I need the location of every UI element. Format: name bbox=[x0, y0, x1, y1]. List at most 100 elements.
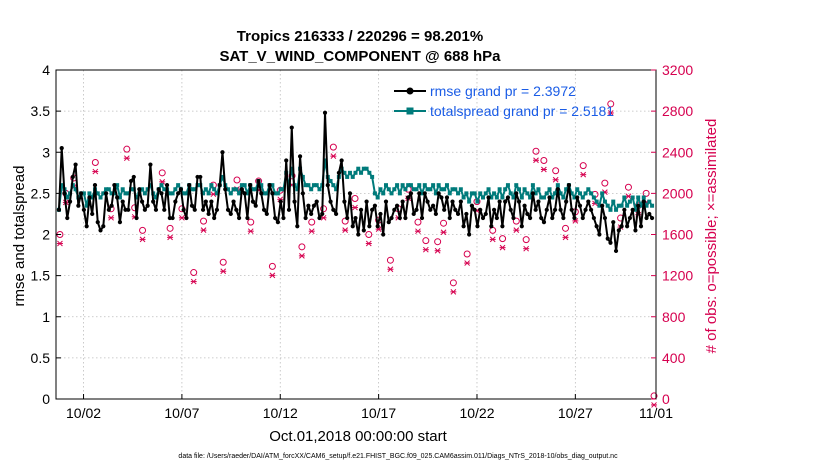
rmse-point bbox=[411, 211, 416, 217]
rmse-point bbox=[503, 199, 508, 204]
obs-possible-point bbox=[386, 256, 394, 264]
y2-tick-label: 800 bbox=[662, 309, 686, 325]
y-tick-label: 4 bbox=[42, 62, 50, 78]
rmse-point bbox=[248, 183, 253, 188]
rmse-point bbox=[547, 195, 552, 200]
spread-point bbox=[370, 174, 375, 179]
rmse-point bbox=[555, 187, 560, 192]
rmse-point bbox=[414, 207, 419, 212]
rmse-point bbox=[431, 203, 436, 208]
rmse-point bbox=[101, 224, 106, 229]
obs-assimilated-point bbox=[123, 155, 130, 162]
rmse-point bbox=[322, 110, 328, 115]
spread-point bbox=[608, 207, 613, 212]
spread-point bbox=[539, 195, 544, 200]
spread-point bbox=[442, 187, 447, 192]
rmse-point bbox=[641, 199, 646, 204]
spread-point bbox=[234, 187, 239, 192]
rmse-point bbox=[289, 125, 294, 130]
rmse-point bbox=[392, 207, 397, 212]
rmse-point bbox=[649, 215, 655, 221]
obs-possible-point bbox=[463, 250, 471, 258]
spread-point bbox=[561, 195, 566, 200]
spread-point bbox=[148, 183, 153, 188]
rmse-point bbox=[228, 211, 233, 217]
rmse-point bbox=[566, 183, 572, 188]
rmse-point bbox=[217, 183, 222, 188]
obs-assimilated-point bbox=[178, 214, 185, 221]
spread-point bbox=[159, 183, 164, 188]
rmse-point bbox=[511, 215, 516, 221]
spread-point bbox=[289, 166, 294, 171]
spread-point bbox=[522, 187, 527, 192]
rmse-point bbox=[422, 191, 427, 196]
rmse-point bbox=[467, 232, 472, 237]
spread-point bbox=[433, 191, 438, 196]
rmse-point bbox=[378, 211, 383, 217]
spread-point bbox=[109, 191, 114, 196]
spread-point bbox=[270, 183, 275, 188]
rmse-point bbox=[70, 174, 75, 180]
x-tick-label: 11/01 bbox=[639, 405, 673, 421]
footer-data-file: data file: /Users/raeder/DAI/ATM_forcXX/… bbox=[178, 453, 618, 460]
rmse-point bbox=[406, 195, 411, 200]
obs-possible-point bbox=[247, 218, 255, 226]
obs-assimilated-point bbox=[540, 166, 547, 173]
rmse-point bbox=[367, 224, 372, 229]
spread-point bbox=[59, 183, 64, 188]
spread-point bbox=[226, 187, 231, 192]
spread-point bbox=[572, 195, 577, 200]
obs-assimilated-point bbox=[434, 247, 441, 254]
spread-point bbox=[140, 187, 145, 192]
legend-spread-marker bbox=[406, 107, 414, 115]
rmse-point bbox=[284, 158, 289, 163]
rmse-point bbox=[145, 203, 150, 208]
rmse-point bbox=[81, 207, 86, 212]
rmse-point bbox=[564, 199, 569, 204]
grid bbox=[56, 70, 656, 399]
spread-point bbox=[153, 195, 158, 200]
spread-point bbox=[614, 207, 619, 212]
chart-subtitle: SAT_V_WIND_COMPONENT @ 688 hPa bbox=[219, 48, 501, 65]
spread-point bbox=[300, 174, 305, 179]
rmse-point bbox=[300, 191, 305, 196]
spread-point bbox=[469, 191, 474, 196]
rmse-point bbox=[286, 207, 292, 212]
spread-point bbox=[323, 158, 328, 163]
y2-tick-label: 2000 bbox=[662, 185, 693, 201]
spread-point bbox=[403, 187, 408, 192]
rmse-point bbox=[508, 207, 513, 212]
spread-point bbox=[425, 187, 430, 192]
spread-point bbox=[611, 199, 616, 204]
rmse-point bbox=[223, 187, 228, 192]
spread-point bbox=[106, 187, 111, 192]
spread-point bbox=[464, 191, 469, 196]
spread-point bbox=[630, 195, 635, 200]
spread-point bbox=[295, 187, 300, 192]
spread-point bbox=[461, 195, 466, 200]
legend-rmse-marker bbox=[406, 87, 414, 95]
spread-point bbox=[586, 187, 591, 192]
spread-point bbox=[408, 183, 413, 188]
rmse-point bbox=[616, 228, 621, 233]
legend-spread-label: totalspread grand pr = 2.5181 bbox=[430, 103, 614, 119]
obs-assimilated-point bbox=[308, 228, 315, 235]
rmse-point bbox=[600, 203, 605, 208]
x-tick-label: 10/17 bbox=[361, 405, 396, 421]
spread-point bbox=[505, 183, 510, 188]
rmse-point bbox=[541, 220, 547, 225]
rmse-point bbox=[270, 191, 275, 196]
x-axis-label: Oct.01,2018 00:00:00 start bbox=[269, 428, 447, 445]
obs-possible-point bbox=[139, 226, 147, 234]
spread-point bbox=[400, 183, 405, 188]
rmse-point bbox=[442, 207, 447, 212]
rmse-point bbox=[602, 215, 608, 221]
spread-point bbox=[444, 183, 449, 188]
rmse-point bbox=[259, 191, 264, 196]
rmse-point bbox=[583, 207, 588, 212]
spread-point bbox=[594, 199, 599, 204]
rmse-point bbox=[558, 207, 563, 212]
spread-point bbox=[311, 183, 316, 188]
spread-point bbox=[170, 191, 175, 196]
y-tick-label: 0.5 bbox=[31, 350, 51, 366]
